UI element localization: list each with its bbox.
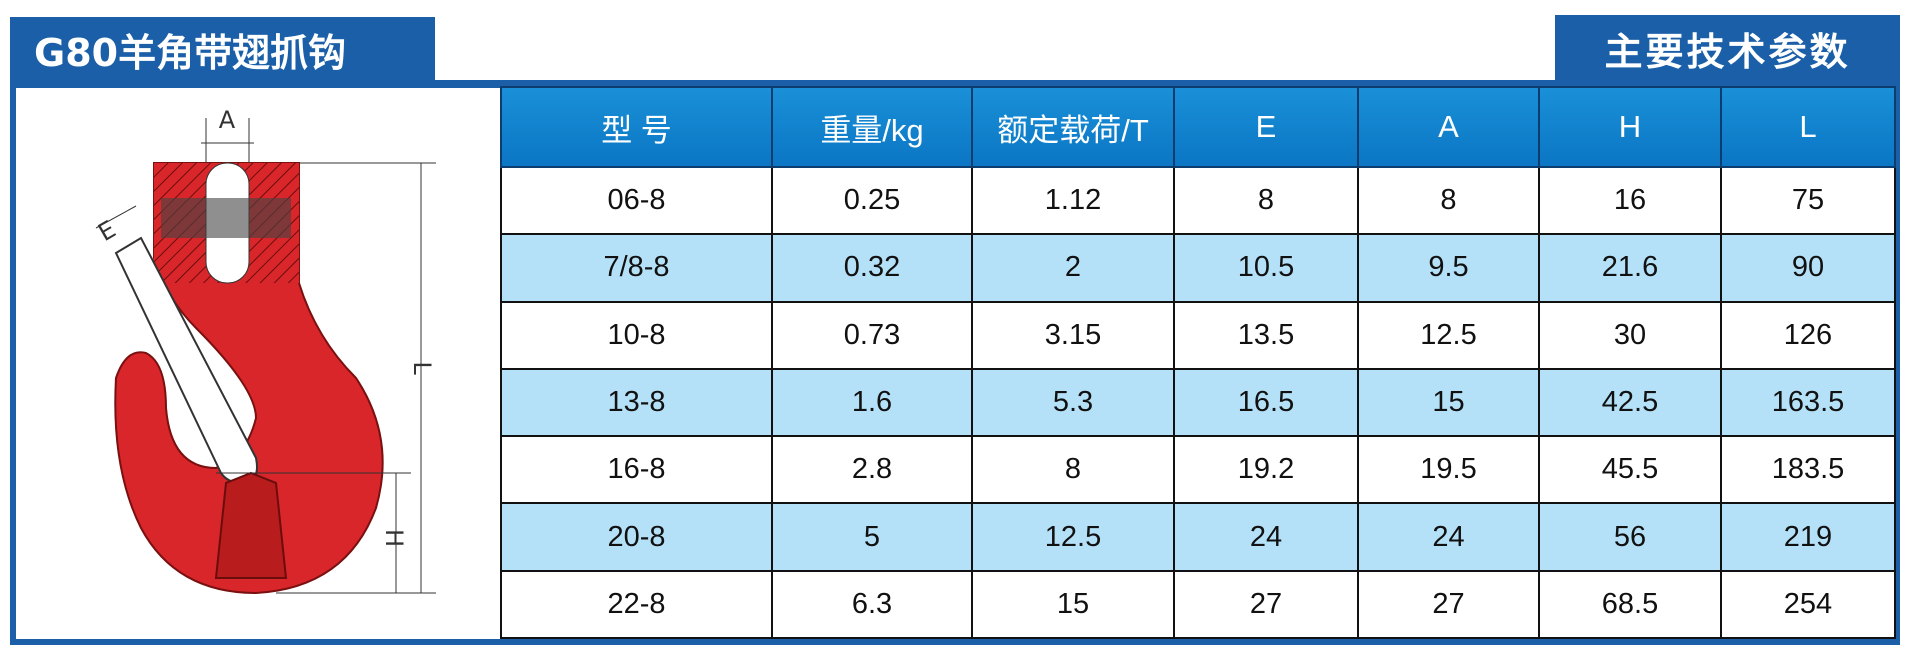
table-cell: 42.5 [1538,367,1722,438]
table-cell: 15 [971,569,1175,640]
hook-svg: A E L H [93,106,436,595]
table-cell: 10.5 [1173,233,1359,303]
table-cell: 27 [1173,569,1359,640]
table-cell: 21.6 [1538,233,1722,303]
table-row: 7/8-8 0.32 2 10.5 9.5 21.6 90 [500,233,1896,303]
table-cell: 183.5 [1720,435,1896,505]
title-tab: G80羊角带翅抓钩 [10,17,435,81]
table-cell: 1.12 [971,165,1175,236]
table-cell: 19.2 [1173,435,1359,505]
table-cell: 90 [1720,233,1896,303]
table-cell: 8 [1357,165,1540,236]
table-cell: 56 [1538,502,1722,572]
column-header: L [1720,86,1896,168]
table-cell: 16 [1538,165,1722,236]
table-cell: 20-8 [500,502,773,572]
column-header: 重量/kg [771,86,973,168]
header-row: 型 号重量/kg 额定载荷/T E A H L [500,86,1896,168]
table-cell: 24 [1357,502,1540,572]
table-cell: 12.5 [971,502,1175,572]
table-cell: 0.25 [771,165,973,236]
table-row: 10-8 0.73 3.15 13.5 12.5 30 126 [500,300,1896,370]
table-cell: 10-8 [500,300,773,370]
table-cell: 06-8 [500,165,773,236]
table-cell: 6.3 [771,569,973,640]
dim-label: H [380,529,408,547]
spec-table: 型 号重量/kg 额定载荷/T E A H L 06-8 0.25 1.12 8 8 16 75 7/8… [500,86,1896,640]
table-cell: 9.5 [1357,233,1540,303]
table-cell: 22-8 [500,569,773,640]
table-cell: 30 [1538,300,1722,370]
table-cell: 45.5 [1538,435,1722,505]
table-cell: 5.3 [971,367,1175,438]
table-cell: 16-8 [500,435,773,505]
table-row: 06-8 0.25 1.12 8 8 16 75 [500,165,1896,236]
table-cell: 2.8 [771,435,973,505]
dim-label: E [93,215,120,247]
table-cell: 0.32 [771,233,973,303]
table-cell: 13-8 [500,367,773,438]
table-cell: 68.5 [1538,569,1722,640]
table-cell: 5 [771,502,973,572]
table-row: 13-8 1.6 5.3 16.5 15 42.5 163.5 [500,367,1896,438]
table-cell: 0.73 [771,300,973,370]
table-row: 20-8 5 12.5 24 24 56 219 [500,502,1896,572]
table-cell: 27 [1357,569,1540,640]
table-cell: 13.5 [1173,300,1359,370]
column-header: H [1538,86,1722,168]
table-cell: 8 [971,435,1175,505]
table-cell: 24 [1173,502,1359,572]
table-cell: 3.15 [971,300,1175,370]
table-cell: 126 [1720,300,1896,370]
dim-label: L [408,361,436,375]
column-header: 额定载荷/T [971,86,1175,168]
hook-diagram: A E L H [16,88,500,639]
table-cell: 12.5 [1357,300,1540,370]
column-header: 型 号 [500,86,773,168]
table-cell: 7/8-8 [500,233,773,303]
table-cell: 163.5 [1720,367,1896,438]
dim-label: A [219,106,236,134]
table-cell: 254 [1720,569,1896,640]
table-cell: 16.5 [1173,367,1359,438]
table-cell: 15 [1357,367,1540,438]
section-tab: 主要技术参数 [1555,15,1900,81]
column-header: A [1357,86,1540,168]
table-cell: 1.6 [771,367,973,438]
table-cell: 219 [1720,502,1896,572]
table-cell: 75 [1720,165,1896,236]
table-row: 16-8 2.8 8 19.2 19.5 45.5 183.5 [500,435,1896,505]
table-cell: 2 [971,233,1175,303]
column-header: E [1173,86,1359,168]
table-cell: 8 [1173,165,1359,236]
table-row: 22-8 6.3 15 27 27 68.5 254 [500,569,1896,640]
table-cell: 19.5 [1357,435,1540,505]
